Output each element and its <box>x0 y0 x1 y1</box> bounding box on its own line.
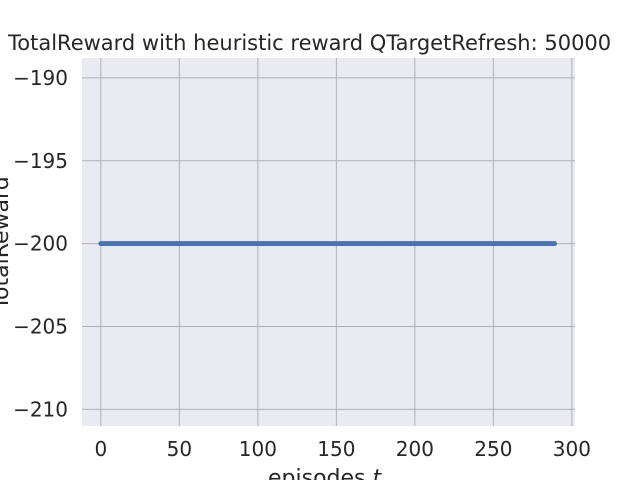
y-tick-label: −205 <box>13 315 68 339</box>
x-tick-labels: 0 50 100 150 200 250 300 <box>94 437 590 461</box>
y-axis-label: TotalReward <box>0 176 14 310</box>
y-tick-label: −200 <box>13 232 68 256</box>
y-tick-label: −195 <box>13 149 68 173</box>
x-axis-label-text: episodes <box>268 466 366 480</box>
x-tick-label: 100 <box>239 437 277 461</box>
chart-title: TotalReward with heuristic reward QTarge… <box>7 31 611 55</box>
y-tick-label: −190 <box>13 66 68 90</box>
y-tick-labels: −190 −195 −200 −205 −210 <box>13 66 68 422</box>
x-tick-label: 250 <box>474 437 512 461</box>
x-tick-label: 50 <box>167 437 192 461</box>
data-point <box>552 241 558 247</box>
x-axis-label-variable: t <box>373 466 383 480</box>
x-tick-label: 150 <box>317 437 355 461</box>
x-tick-label: 300 <box>553 437 591 461</box>
x-tick-label: 0 <box>94 437 107 461</box>
x-axis-label: episodes t <box>268 466 383 480</box>
x-tick-label: 200 <box>396 437 434 461</box>
data-series <box>98 241 558 247</box>
y-tick-label: −210 <box>13 397 68 421</box>
